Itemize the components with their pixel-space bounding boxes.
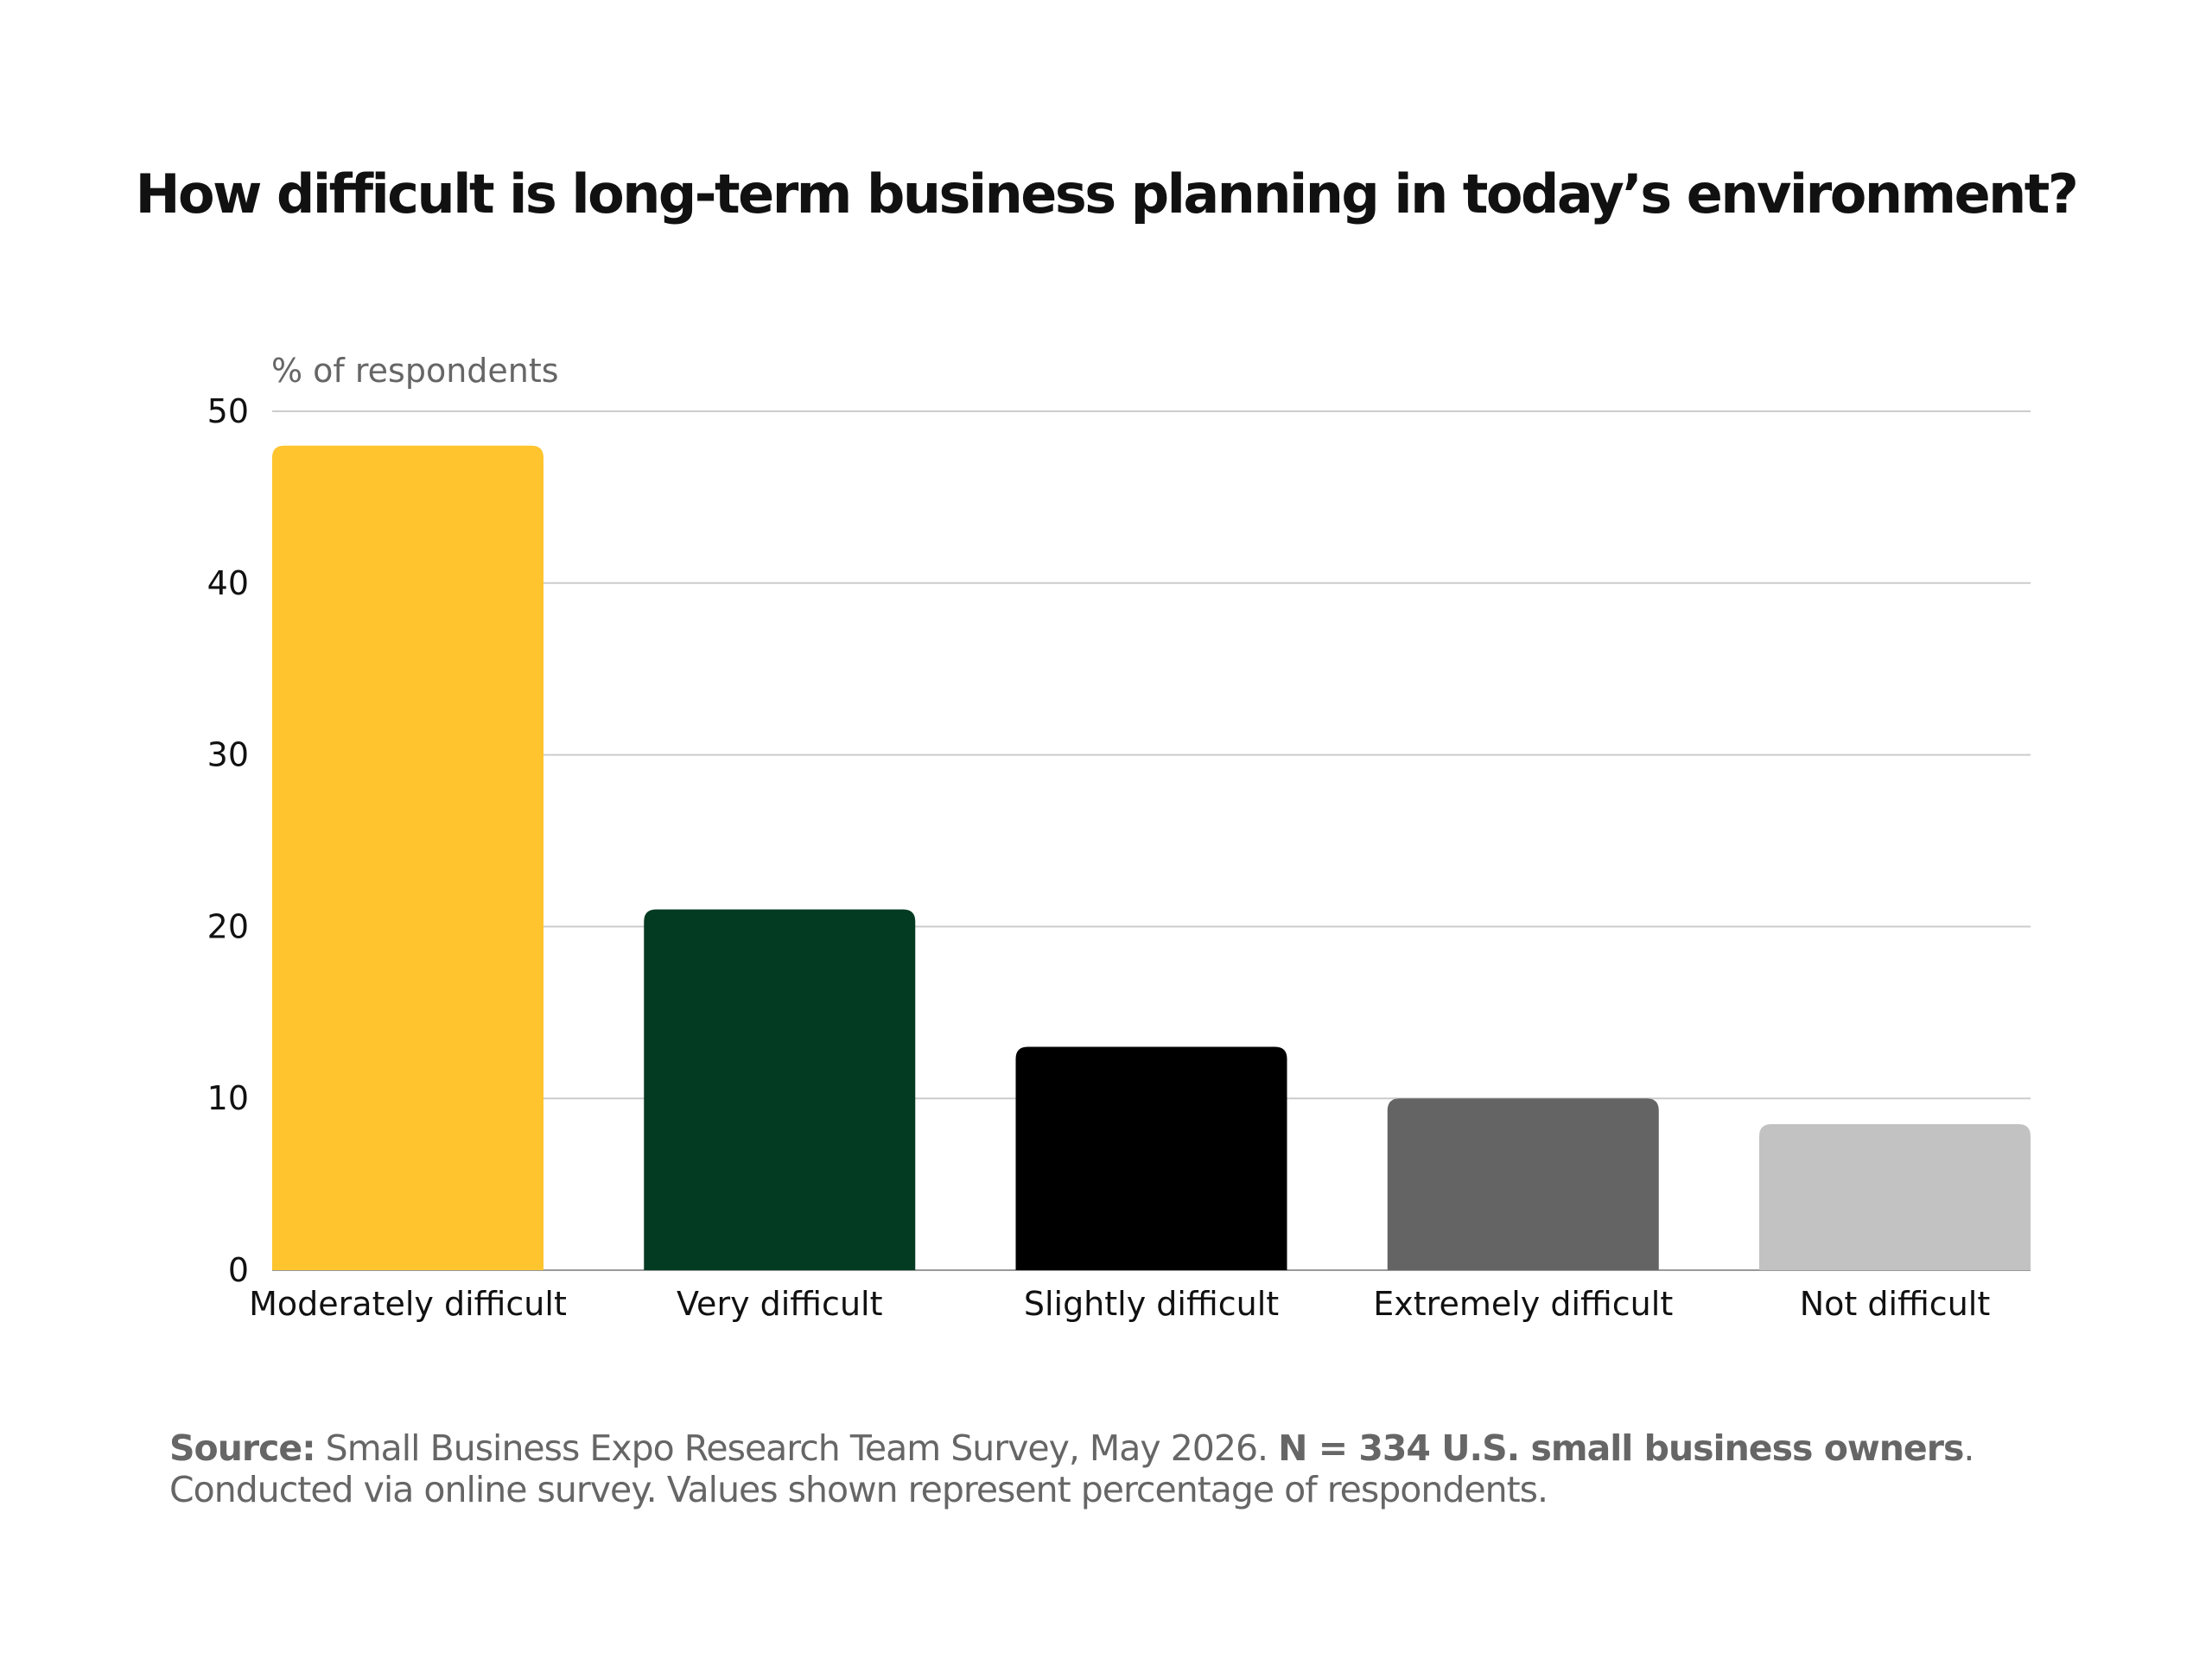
x-tick-label: Moderately difficult xyxy=(249,1285,567,1323)
x-tick-labels: Moderately difficult Very difficult Slight… xyxy=(249,1285,1990,1323)
source-text: Small Business Expo Research Team Survey… xyxy=(325,1427,1268,1469)
y-tick-label: 50 xyxy=(207,392,249,430)
sample-size: N = 334 U.S. small business owners xyxy=(1278,1427,1964,1469)
bar-extremely-difficult xyxy=(1387,1098,1659,1270)
y-tick-labels: 0 10 20 30 40 50 xyxy=(207,392,249,1289)
y-tick-label: 10 xyxy=(207,1079,249,1117)
bars xyxy=(272,445,2031,1270)
chart-title: How difficult is long-term business plan… xyxy=(135,162,2079,226)
x-tick-label: Very difficult xyxy=(677,1285,882,1323)
source-label: Source: xyxy=(169,1427,316,1469)
y-tick-label: 20 xyxy=(207,907,249,945)
y-tick-label: 40 xyxy=(207,564,249,602)
x-tick-label: Slightly difficult xyxy=(1024,1285,1279,1323)
source-footnote: Source: Small Business Expo Research Tea… xyxy=(169,1427,2070,1510)
y-tick-label: 30 xyxy=(207,736,249,774)
y-tick-label: 0 xyxy=(228,1251,249,1289)
footnote-rest: . Conducted via online survey. Values sh… xyxy=(169,1427,1974,1510)
bar-very-difficult xyxy=(644,909,916,1270)
y-axis-title: % of respondents xyxy=(271,352,559,390)
bar-slightly-difficult xyxy=(1015,1046,1287,1270)
bar-not-difficult xyxy=(1759,1124,2031,1270)
bar-moderately-difficult xyxy=(272,445,543,1270)
x-tick-label: Extremely difficult xyxy=(1373,1285,1673,1323)
x-tick-label: Not difficult xyxy=(1800,1285,1991,1323)
